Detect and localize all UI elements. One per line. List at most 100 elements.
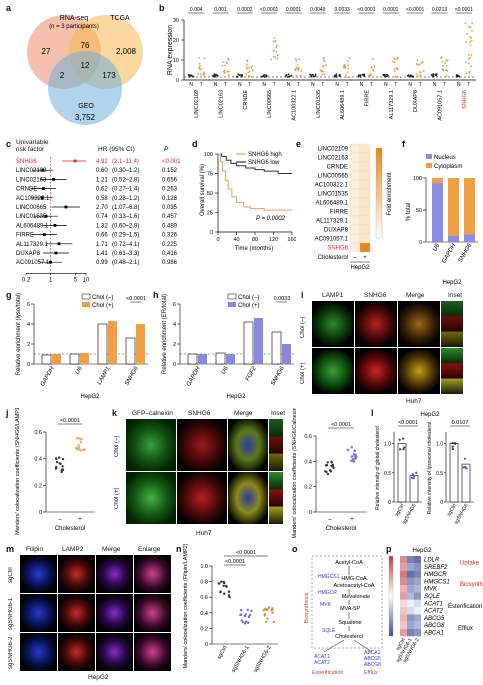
- b-dot-tumor: [199, 65, 201, 67]
- b-dot-tumor: [203, 74, 206, 77]
- b-dot-normal: [408, 75, 411, 78]
- k-img-calnexin-1: [126, 419, 176, 471]
- c-row-hr: 0.60: [96, 168, 108, 174]
- panel-i-microscopy: LAMP1 SNHG6 Merge Inset Chol (–) Chol (+…: [300, 290, 483, 408]
- l-dot: [413, 474, 416, 477]
- l-ytick-label: 0: [388, 500, 391, 506]
- fold-enrichment-heatmap: LINC02109 LINC02163 CRNDE LINC00565 AC100322…: [315, 143, 393, 271]
- b-dot-tumor: [300, 69, 303, 72]
- b-dot-tumor: [251, 69, 254, 72]
- panel_g-category-label: U6: [75, 365, 84, 375]
- b-dot-normal: [386, 73, 388, 76]
- l-ylabel: Relative intensity of global cholesterol: [375, 426, 381, 510]
- e-gene-label: CRNDE: [327, 165, 348, 171]
- p-cell: [400, 614, 407, 622]
- p-cell: [400, 570, 407, 578]
- f-bar-nucleus: [432, 183, 443, 242]
- f-category-label: GAPDH: [441, 242, 457, 264]
- e-cell-minus: [349, 161, 361, 172]
- b-dot-normal: [311, 73, 314, 76]
- b-dot-tumor: [396, 68, 399, 71]
- f-bar-nucleus: [464, 234, 475, 242]
- b-dot-tumor: [464, 61, 467, 64]
- panel_h-bar-minus: [215, 352, 226, 365]
- b-dot-tumor: [223, 71, 226, 74]
- b-dot-tumor: [199, 73, 202, 76]
- m-img-merge-1: [96, 555, 133, 593]
- j-dot-minus: [55, 460, 59, 464]
- k-row-chol-plus: Chol (+): [114, 487, 120, 509]
- l-ytick-label: 0: [440, 500, 443, 506]
- b-dot-tumor: [224, 64, 226, 67]
- panel-letter-e: e: [296, 139, 302, 149]
- venn-tcga-geo: 173: [102, 71, 116, 80]
- b-dot-normal: [287, 73, 290, 76]
- l-dot: [412, 477, 415, 480]
- e-gene-label: LINC01535: [318, 192, 349, 198]
- n-dot: [218, 582, 221, 585]
- b-dot-tumor: [343, 63, 346, 66]
- p-cell: [414, 599, 421, 608]
- b-dot-normal: [363, 75, 366, 78]
- b-dot-tumor: [246, 63, 248, 66]
- j-ytick-label: 0.2: [34, 483, 42, 489]
- b-dot-tumor: [295, 59, 298, 62]
- b-dot-tumor: [348, 56, 351, 59]
- b-dot-tumor: [274, 56, 277, 58]
- i-img-inset-1: [441, 301, 463, 347]
- b-dot-tumor: [419, 75, 422, 78]
- b-group-t: T: [394, 82, 397, 88]
- n-dot: [243, 622, 247, 625]
- f-category-label: U6: [432, 242, 441, 252]
- b-ylabel: RNA expression: [167, 25, 174, 75]
- b-dot-tumor: [295, 74, 298, 77]
- b-dot-tumor: [469, 65, 472, 68]
- b-dot-tumor: [295, 68, 298, 70]
- b-dot-tumor: [226, 70, 229, 73]
- p-cell: [414, 570, 421, 578]
- b-dot-normal: [190, 74, 192, 77]
- l-bar: [397, 443, 407, 503]
- b-dot-tumor: [276, 57, 279, 60]
- b-dot-tumor: [226, 62, 229, 65]
- n-dot: [263, 607, 267, 610]
- b-dot-normal: [411, 75, 414, 78]
- b-dot-normal: [431, 75, 434, 78]
- e-gene-label: LINC02163: [318, 156, 349, 162]
- p-gene-label: SQLE: [424, 594, 441, 600]
- b-group-n: N: [189, 82, 193, 88]
- p-group-esterification: Esterification: [448, 604, 482, 610]
- m-img-filipin-3: [20, 633, 57, 671]
- e-group-plus: +: [363, 255, 367, 261]
- e-cell-plus: [359, 197, 371, 208]
- b-dot-tumor: [467, 62, 470, 65]
- b-dot-normal: [214, 74, 217, 77]
- c-row-gene: CRNDE: [16, 187, 37, 193]
- m-img-lamp2-1: [58, 555, 95, 593]
- cholesterol-intensity-charts: HepG2 Relative intensity of global choles…: [375, 412, 474, 525]
- panel_h-category-label: U6: [221, 365, 230, 375]
- l-cell: HepG2: [420, 412, 440, 418]
- e-cell-plus: [359, 233, 371, 244]
- b-group-n: N: [214, 82, 218, 88]
- o-enz-mvk: MVK: [320, 602, 332, 608]
- j-dot-minus: [60, 470, 63, 474]
- k-img-merge-1: [228, 419, 268, 471]
- panel_g-ytick-label: 0: [27, 362, 30, 368]
- b-dot-tumor: [221, 65, 224, 67]
- forest-plot: Univariable risk factor HR (95% CI) P SN…: [12, 139, 187, 289]
- b-dot-normal: [361, 74, 364, 76]
- k-group-plus: +: [350, 517, 354, 523]
- f-ytick-label: 0: [419, 240, 422, 246]
- n-dot: [220, 580, 223, 583]
- l-dot: [410, 476, 414, 479]
- b-dot-tumor: [248, 70, 251, 73]
- b-dot-normal: [290, 74, 293, 77]
- p-group-biosynthesis: Biosynthesis: [460, 582, 483, 588]
- b-dot-normal: [312, 75, 315, 78]
- c-row-gene: AL606489.1: [16, 223, 49, 229]
- k-dot-plus: [353, 455, 357, 458]
- m-img-merge-2: [96, 594, 133, 632]
- l-dot: [451, 447, 454, 451]
- m-img-merge-3: [96, 633, 133, 671]
